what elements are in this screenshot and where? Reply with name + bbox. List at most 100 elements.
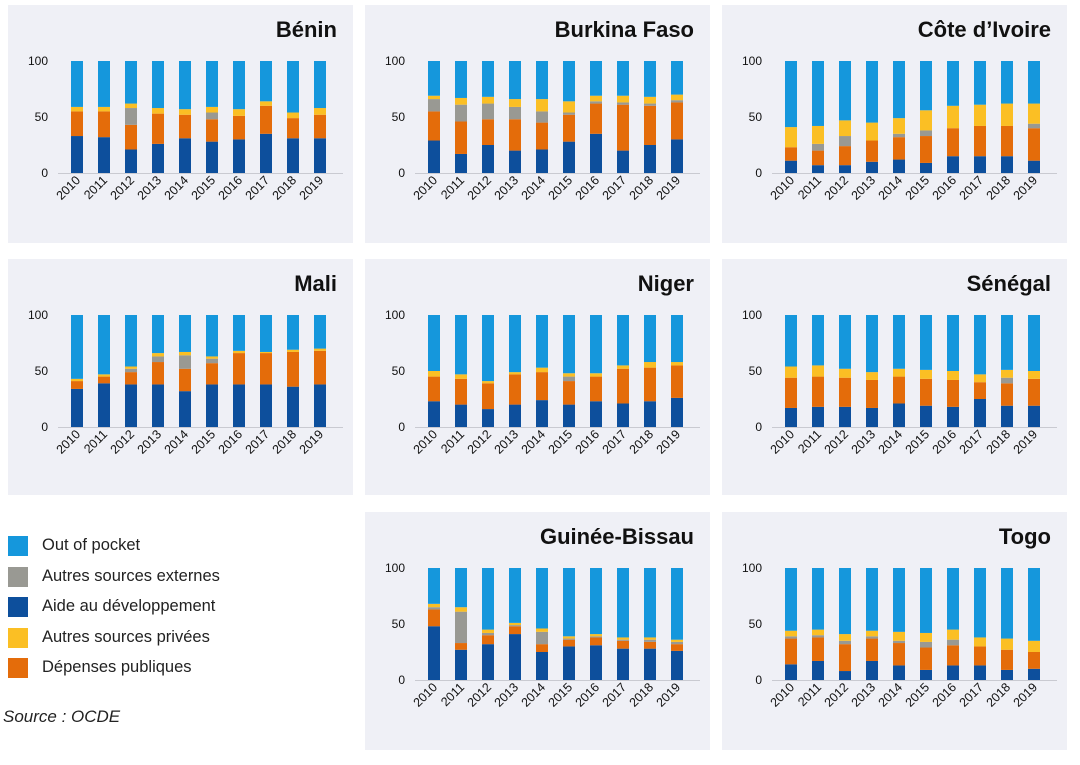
bar-segment-private [947,105,959,129]
bar-segment-private [812,125,824,144]
legend-label: Dépenses publiques [42,658,192,676]
bar-segment-aid [125,149,137,173]
bar-segment-external [428,607,440,610]
bar-segment-external [671,100,683,103]
x-tick-label: 2014 [519,173,549,203]
chart-title: Mali [294,271,337,296]
x-tick-label: 2019 [1011,680,1041,710]
chart-panel: Guinée-Bissau 0 50 100 2010 2011 2012 2013 2014 2… [365,512,710,750]
bar-segment-public [98,111,110,138]
bar-segment-aid [152,143,164,173]
bar-segment-private [233,109,245,116]
bar-segment-oop [974,568,986,638]
bar-segment-aid [920,405,932,427]
bar-segment-aid [893,665,905,680]
bar-segment-aid [644,145,656,173]
chart-panel: Bénin 0 50 100 2010 2011 2012 2013 2014 2015 2016 2… [8,5,353,243]
bar-segment-aid [893,403,905,427]
bar-segment-external [920,130,932,137]
bar-segment-private [590,634,602,637]
legend-label: Autres sources externes [42,566,220,585]
bar-segment-aid [536,652,548,680]
bar-segment-oop [1028,61,1040,104]
bar-segment-public [866,638,878,661]
chart-panel: Niger 0 50 100 2010 2011 2012 2013 2014 2015 2016 2… [365,259,710,495]
chart-title: Togo [998,524,1051,549]
bar-segment-private [671,94,683,101]
legend-swatch [8,536,28,556]
x-tick-label: 2014 [876,427,906,457]
bar-segment-oop [125,61,137,104]
x-tick-label: 2012 [108,427,138,457]
x-tick-label: 2014 [519,680,549,710]
bar-segment-external [812,635,824,638]
bar-segment-private [428,95,440,100]
bar-segment-public [152,113,164,144]
bar-segment-aid [1028,160,1040,173]
chart-panel: Mali 0 50 100 2010 2011 2012 2013 2014 2015 2016 20… [8,259,353,495]
bar-segment-public [866,379,878,408]
x-tick-label: 2015 [903,427,933,457]
bar-segment-public [482,383,494,410]
bar-segment-oop [233,315,245,351]
bar-segment-public [644,641,656,649]
bar-segment-public [1001,125,1013,157]
bar-segment-external [644,103,656,106]
bar-segment-private [98,106,110,112]
bar-segment-public [617,640,629,649]
bar-segment-oop [536,568,548,629]
bar-segment-oop [482,61,494,97]
stacked-bar-chart: 0501002010201120122013201420152016201720… [28,308,343,457]
bar-segment-public [206,363,218,385]
bar-segment-aid [563,404,575,427]
bar-segment-oop [125,315,137,367]
bar-segment-private [920,632,932,642]
bar-segment-private [455,607,467,612]
bar-segment-aid [455,153,467,173]
bar-segment-oop [314,61,326,109]
bar-segment-public [71,381,83,389]
bar-segment-aid [260,133,272,173]
bar-segment-aid [179,138,191,173]
bar-segment-oop [866,61,878,123]
y-tick-label: 50 [392,617,406,631]
x-tick-label: 2010 [768,680,798,710]
x-tick-label: 2010 [54,427,84,457]
bar-segment-private [509,372,521,375]
x-tick-label: 2018 [627,427,657,457]
bar-segment-oop [455,568,467,608]
bar-segment-private [536,628,548,632]
bar-segment-private [509,622,521,626]
bar-segment-oop [563,61,575,102]
bar-segment-private [839,120,851,137]
bar-segment-private [839,368,851,378]
bar-segment-public [233,353,245,385]
x-tick-label: 2015 [546,680,576,710]
bar-segment-oop [428,568,440,604]
bar-segment-oop [1001,315,1013,370]
x-tick-label: 2011 [438,173,467,202]
bar-segment-public [1028,128,1040,161]
bar-segment-public [920,647,932,670]
bar-segment-aid [947,665,959,680]
bar-segment-aid [509,634,521,680]
x-tick-label: 2015 [189,427,219,457]
bar-segment-oop [71,315,83,379]
bar-segment-public [893,376,905,404]
y-tick-label: 100 [742,54,762,68]
x-tick-label: 2017 [957,427,987,457]
bar-segment-public [536,122,548,150]
bar-segment-public [893,137,905,160]
bar-segment-aid [974,399,986,427]
bar-segment-public [509,374,521,405]
bar-segment-oop [671,61,683,95]
bar-segment-public [428,111,440,141]
bar-segment-oop [974,315,986,375]
x-tick-label: 2015 [546,173,576,203]
bar-segment-public [617,368,629,404]
bar-segment-aid [812,165,824,173]
bar-segment-public [482,635,494,645]
bar-segment-public [920,378,932,406]
bar-segment-private [179,109,191,115]
bar-segment-private [152,108,164,114]
